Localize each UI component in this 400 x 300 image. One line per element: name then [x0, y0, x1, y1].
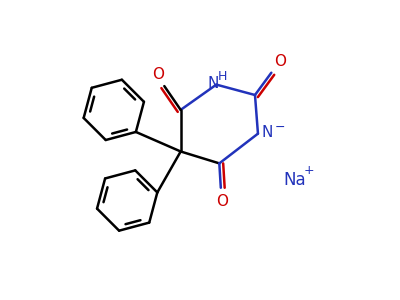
- Text: +: +: [304, 164, 315, 177]
- Text: N: N: [207, 76, 218, 91]
- Text: N: N: [262, 125, 273, 140]
- Text: Na: Na: [284, 171, 306, 189]
- Text: O: O: [216, 194, 228, 209]
- Text: H: H: [218, 70, 228, 83]
- Text: −: −: [275, 121, 286, 134]
- Text: O: O: [274, 54, 286, 69]
- Text: O: O: [152, 67, 164, 82]
